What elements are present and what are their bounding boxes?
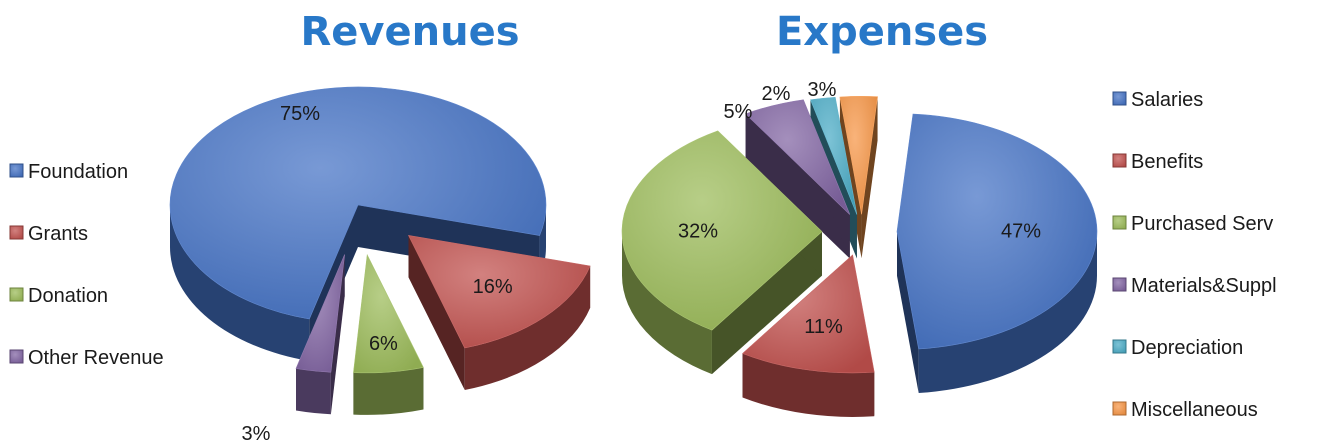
data-label-purchased-serv: 32% (678, 220, 718, 242)
legend-swatch (9, 349, 24, 364)
legend-swatch (1112, 339, 1127, 354)
legend-swatch (1112, 91, 1127, 106)
legend-item-materials-suppl: Materials&Suppl (1112, 275, 1277, 297)
legend-label: Miscellaneous (1131, 399, 1258, 421)
legend-label: Foundation (28, 161, 128, 183)
legend-swatch (1112, 153, 1127, 168)
legend-item-purchased-serv: Purchased Serv (1112, 213, 1273, 235)
legend-item-miscellaneous: Miscellaneous (1112, 399, 1258, 421)
slice-materials-suppl (744, 99, 851, 259)
legend-item-salaries: Salaries (1112, 89, 1203, 111)
data-label-other-revenue: 3% (242, 423, 271, 444)
legend-label: Benefits (1131, 151, 1203, 173)
expenses-pie: 47% 11% 32% 5% 2% 3% (621, 79, 1098, 417)
data-label-donation: 6% (369, 333, 398, 355)
legend-swatch (9, 163, 24, 178)
data-label-materials-suppl: 5% (724, 101, 753, 123)
legend-label: Other Revenue (28, 347, 164, 369)
legend-swatch (9, 225, 24, 240)
legend-item-other-revenue: Other Revenue (9, 347, 164, 369)
legend-label: Purchased Serv (1131, 213, 1273, 235)
expenses-legend: Salaries Benefits Purchased Serv Materials&… (1112, 89, 1277, 421)
legend-item-foundation: Foundation (9, 161, 128, 183)
slice-donation (353, 253, 424, 415)
legend-label: Donation (28, 285, 108, 307)
data-label-salaries: 47% (1001, 221, 1041, 243)
slice-other-revenue (295, 254, 345, 415)
revenues-legend: Foundation Grants Donation Other Revenue (9, 161, 164, 369)
revenues-title: Revenues (300, 9, 519, 55)
data-label-benefits: 11% (804, 316, 843, 338)
legend-label: Salaries (1131, 89, 1203, 111)
slice-grants (407, 235, 591, 391)
slice-benefits (741, 254, 875, 417)
legend-item-grants: Grants (9, 223, 88, 245)
legend-label: Depreciation (1131, 337, 1243, 359)
legend-label: Materials&Suppl (1131, 275, 1277, 297)
slice-salaries (896, 113, 1098, 394)
legend-item-donation: Donation (9, 285, 108, 307)
data-label-depreciation: 2% (762, 83, 791, 105)
legend-swatch (1112, 401, 1127, 416)
legend-item-depreciation: Depreciation (1112, 337, 1243, 359)
data-label-miscellaneous: 3% (808, 79, 837, 101)
expenses-title: Expenses (776, 9, 988, 55)
legend-swatch (1112, 277, 1127, 292)
slice-purchased-serv (621, 130, 823, 375)
legend-swatch (1112, 215, 1127, 230)
data-label-foundation: 75% (280, 103, 320, 125)
revenues-pie: 75% 16% 6% 3% (169, 86, 591, 444)
legend-label: Grants (28, 223, 88, 245)
legend-item-benefits: Benefits (1112, 151, 1203, 173)
data-label-grants: 16% (473, 276, 513, 298)
legend-swatch (9, 287, 24, 302)
